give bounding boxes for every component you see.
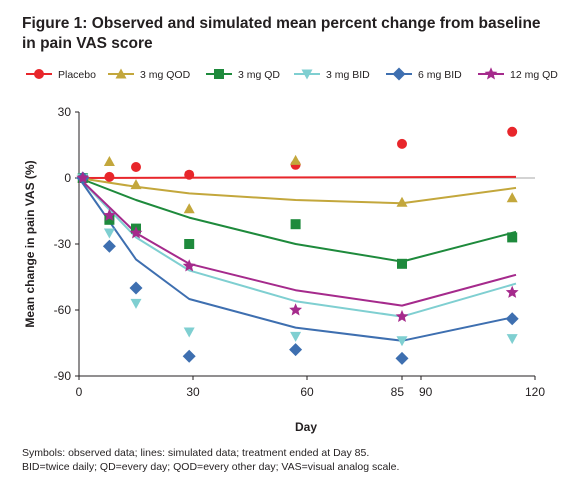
legend-marker-3-mg-bid (301, 69, 313, 80)
legend-marker-3-mg-qd (214, 69, 224, 79)
observed-point-12-mg-qd (505, 285, 519, 298)
x-tick-label: 120 (525, 385, 545, 399)
x-axis-label: Day (295, 420, 317, 434)
observed-point-12-mg-qd (182, 259, 196, 272)
axes: -90 -60 -30 0 30 0 30 60 85 90 120 (54, 105, 546, 399)
observed-point-3-mg-qod (103, 156, 115, 166)
y-tick-label: -90 (54, 369, 72, 383)
simulated-line-3-mg-bid (78, 177, 517, 318)
observed-point-6-mg-bid (505, 312, 519, 326)
observed-point-12-mg-qd (102, 208, 116, 221)
simulated-line-placebo (78, 175, 517, 179)
observed-point-6-mg-bid (395, 351, 409, 365)
legend: Placebo 3 mg QOD 3 mg QD 3 mg BID 6 mg BID 12… (26, 67, 558, 81)
observed-point-3-mg-qd (104, 214, 115, 225)
observed-point-placebo (104, 171, 115, 182)
observed-point-6-mg-bid (129, 281, 143, 295)
observed-point-12-mg-qd (395, 309, 409, 323)
x-tick-label: 0 (76, 385, 83, 399)
observed-point-placebo (184, 169, 195, 180)
observed-point-placebo (507, 126, 518, 137)
y-tick-label: 0 (64, 171, 71, 185)
legend-label-3-mg-qd: 3 mg QD (238, 69, 280, 81)
simulated-line-12-mg-qd (78, 177, 517, 307)
simulated-lines (78, 175, 517, 342)
x-tick-label: 90 (419, 385, 433, 399)
observed-point-3-mg-qod (396, 196, 408, 207)
observed-point-12-mg-qd (289, 303, 303, 316)
footnote-line: BID=twice daily; QD=every day; QOD=every… (22, 461, 400, 473)
observed-point-3-mg-bid (130, 298, 142, 309)
observed-point-3-mg-qod (506, 192, 518, 203)
observed-point-6-mg-bid (289, 343, 303, 357)
simulated-line-3-mg-qd (78, 177, 517, 263)
observed-point-3-mg-bid (183, 327, 195, 338)
observed-point-3-mg-qod (130, 179, 142, 190)
observed-point-3-mg-qd (184, 239, 195, 249)
observed-point-6-mg-bid (102, 239, 116, 253)
legend-marker-12-mg-qd (484, 67, 498, 80)
y-tick-label: -60 (54, 303, 72, 317)
observed-point-3-mg-bid (396, 336, 408, 347)
figure-title: Figure 1: Observed and simulated mean pe… (22, 15, 541, 52)
legend-marker-placebo (34, 69, 44, 79)
observed-point-12-mg-qd (129, 226, 143, 239)
observed-point-12-mg-qd (76, 171, 90, 184)
legend-marker-3-mg-qod (115, 68, 127, 79)
x-tick-label: 30 (186, 385, 200, 399)
observed-point-3-mg-qod (183, 203, 195, 214)
y-tick-label: -30 (54, 237, 72, 251)
y-axis-label: Mean change in pain VAS (%) (23, 160, 37, 327)
legend-label-6-mg-bid: 6 mg BID (418, 69, 462, 81)
observed-point-3-mg-bid (103, 228, 115, 239)
y-tick-label: 30 (58, 105, 72, 119)
observed-point-3-mg-bid (290, 331, 302, 342)
observed-point-placebo (397, 138, 407, 149)
legend-label-3-mg-qod: 3 mg QOD (140, 69, 191, 81)
observed-point-3-mg-qod (290, 154, 302, 165)
observed-markers (76, 126, 519, 365)
x-tick-label: 60 (300, 385, 314, 399)
observed-point-3-mg-qd (290, 219, 301, 230)
legend-label-3-mg-bid: 3 mg BID (326, 69, 370, 81)
observed-point-6-mg-bid (182, 349, 196, 363)
observed-point-3-mg-qd (397, 258, 407, 269)
simulated-line-3-mg-qod (78, 177, 517, 205)
footnote: Symbols: observed data; lines: simulated… (22, 446, 399, 474)
observed-point-placebo (131, 162, 141, 172)
footnote-line: Symbols: observed data; lines: simulated… (22, 447, 370, 459)
legend-marker-6-mg-bid (392, 67, 406, 81)
observed-point-3-mg-bid (506, 334, 518, 345)
observed-point-3-mg-qd (507, 232, 518, 243)
legend-label-placebo: Placebo (58, 69, 96, 81)
legend-label-12-mg-qd: 12 mg QD (510, 69, 558, 81)
x-tick-label: 85 (391, 385, 405, 399)
simulated-line-6-mg-bid (78, 177, 517, 342)
